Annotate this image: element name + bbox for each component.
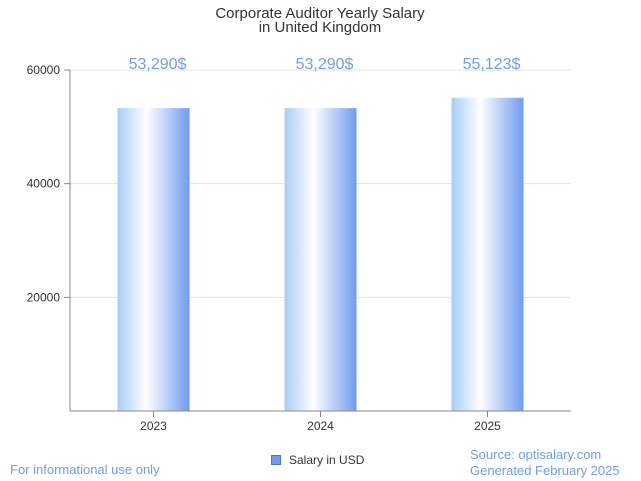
chart-title-line-1: Corporate Auditor Yearly Salary <box>215 5 425 22</box>
bar-2025 <box>451 97 524 411</box>
x-tick-label-2024: 2024 <box>307 419 334 433</box>
bar-2024 <box>284 108 357 412</box>
data-label-2025: 55,123$ <box>463 56 521 73</box>
x-tick-label-2023: 2023 <box>140 419 167 433</box>
generated-date: Generated February 2025 <box>470 463 620 478</box>
source-link[interactable]: Source: optisalary.com <box>470 447 602 462</box>
disclaimer-note: For informational use only <box>10 462 160 477</box>
data-label-2023: 53,290$ <box>129 56 187 73</box>
y-tick-label: 40000 <box>27 177 61 191</box>
legend-swatch <box>271 455 281 465</box>
y-tick-label: 60000 <box>27 63 61 77</box>
y-tick-label: 20000 <box>27 290 61 304</box>
x-tick-label-2025: 2025 <box>474 419 501 433</box>
bar-2023 <box>117 108 190 412</box>
legend: Salary in USD <box>271 453 364 467</box>
legend-label: Salary in USD <box>289 453 365 467</box>
source-block: Source: optisalary.com Generated Februar… <box>470 447 620 479</box>
chart-title-line-2: in United Kingdom <box>259 19 382 36</box>
data-label-2024: 53,290$ <box>296 56 354 73</box>
